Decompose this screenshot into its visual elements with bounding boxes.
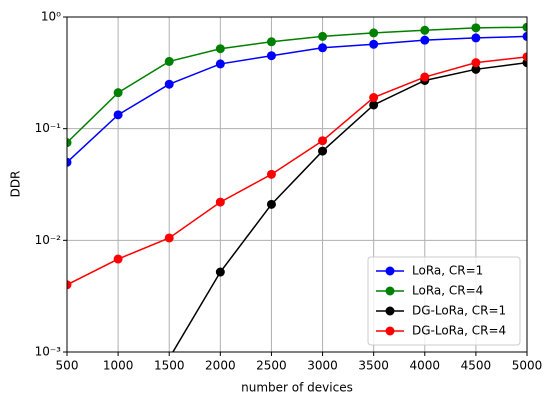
data-point bbox=[67, 138, 72, 148]
series-line bbox=[67, 35, 527, 163]
data-point bbox=[318, 31, 328, 41]
data-point bbox=[113, 88, 123, 98]
y-tick-label: 10⁻³ bbox=[35, 345, 62, 359]
y-tick-label: 10⁻² bbox=[35, 233, 62, 247]
series-line bbox=[172, 61, 527, 352]
x-tick-label: 3000 bbox=[307, 359, 338, 373]
x-tick-label: 500 bbox=[56, 359, 79, 373]
x-tick-label: 1000 bbox=[103, 359, 134, 373]
data-point bbox=[420, 72, 430, 82]
series-line bbox=[67, 56, 527, 286]
data-point bbox=[318, 43, 328, 53]
data-point bbox=[369, 100, 379, 110]
legend-marker bbox=[385, 286, 395, 296]
data-point bbox=[215, 59, 225, 69]
data-point bbox=[164, 233, 174, 243]
x-tick-label: 4000 bbox=[410, 359, 441, 373]
data-point bbox=[215, 44, 225, 54]
data-point bbox=[318, 146, 328, 156]
data-point bbox=[164, 56, 174, 66]
legend bbox=[367, 256, 521, 346]
x-tick-label: 3500 bbox=[358, 359, 389, 373]
x-tick-label: 5000 bbox=[512, 359, 543, 373]
data-point bbox=[113, 254, 123, 264]
data-point bbox=[471, 64, 481, 74]
legend-label: DG-LoRa, CR=4 bbox=[412, 324, 506, 338]
data-point bbox=[522, 22, 527, 32]
axes-frame bbox=[66, 16, 528, 353]
x-tick-label: 2500 bbox=[256, 359, 287, 373]
legend-marker bbox=[385, 326, 395, 336]
data-point bbox=[471, 23, 481, 33]
data-point bbox=[266, 199, 276, 209]
data-point bbox=[522, 52, 527, 62]
series-line bbox=[67, 26, 527, 144]
data-point bbox=[113, 110, 123, 120]
x-axis-label: number of devices bbox=[241, 381, 353, 395]
y-tick-label: 10⁰ bbox=[41, 10, 61, 24]
y-axis-label: DDR bbox=[9, 171, 23, 198]
data-point bbox=[369, 28, 379, 38]
y-tick-label: 10⁻¹ bbox=[35, 121, 62, 135]
x-tick-label: 1500 bbox=[154, 359, 185, 373]
legend-label: LoRa, CR=4 bbox=[412, 284, 483, 298]
x-tick-label: 4500 bbox=[461, 359, 492, 373]
plot-area bbox=[67, 22, 527, 352]
legend-label: DG-LoRa, CR=1 bbox=[412, 304, 506, 318]
data-point bbox=[318, 136, 328, 146]
data-point bbox=[215, 197, 225, 207]
legend-label: LoRa, CR=1 bbox=[412, 264, 483, 278]
legend-marker bbox=[385, 266, 395, 276]
data-point bbox=[215, 267, 225, 277]
data-point bbox=[266, 51, 276, 61]
data-point bbox=[369, 93, 379, 103]
legend-marker bbox=[385, 306, 395, 316]
data-point bbox=[266, 169, 276, 179]
data-point bbox=[67, 157, 72, 167]
data-point bbox=[266, 37, 276, 47]
data-point bbox=[471, 58, 481, 68]
data-point bbox=[420, 35, 430, 45]
data-point bbox=[420, 25, 430, 35]
data-point bbox=[164, 79, 174, 89]
data-point bbox=[67, 280, 72, 290]
data-point bbox=[369, 39, 379, 49]
data-point bbox=[471, 33, 481, 43]
data-point bbox=[522, 31, 527, 41]
x-tick-label: 2000 bbox=[205, 359, 236, 373]
